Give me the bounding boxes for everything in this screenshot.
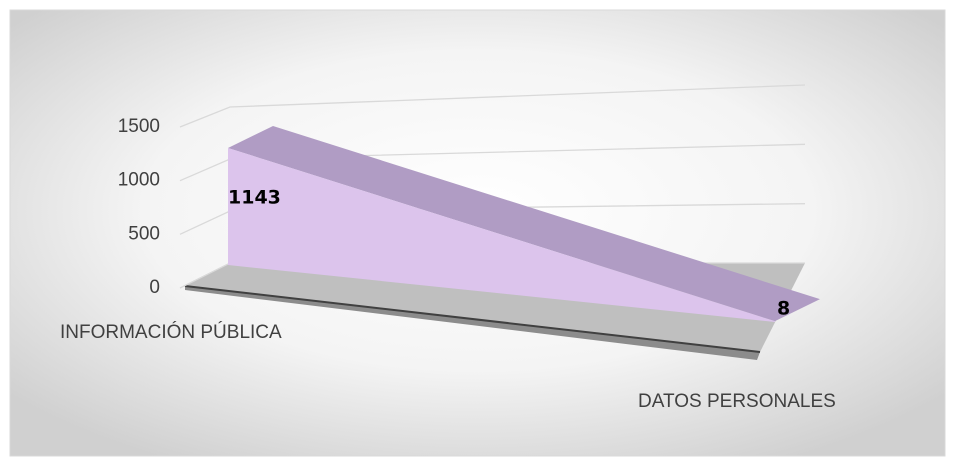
y-tick-label: 500 bbox=[128, 223, 160, 244]
floor-edge bbox=[185, 286, 760, 360]
y-tick-label: 1000 bbox=[118, 170, 160, 191]
x-tick-label: DATOS PERSONALES bbox=[638, 391, 836, 412]
area bbox=[228, 148, 775, 322]
grid-line bbox=[179, 84, 806, 128]
y-tick-label: 1500 bbox=[118, 116, 160, 137]
axis-line bbox=[184, 285, 761, 353]
y-tick-label: 0 bbox=[149, 277, 160, 298]
x-tick-label: INFORMACIÓN PÚBLICA bbox=[60, 321, 282, 343]
data-label: 1143 bbox=[228, 187, 281, 209]
data-label: 8 bbox=[777, 298, 790, 320]
area-top bbox=[228, 126, 820, 322]
